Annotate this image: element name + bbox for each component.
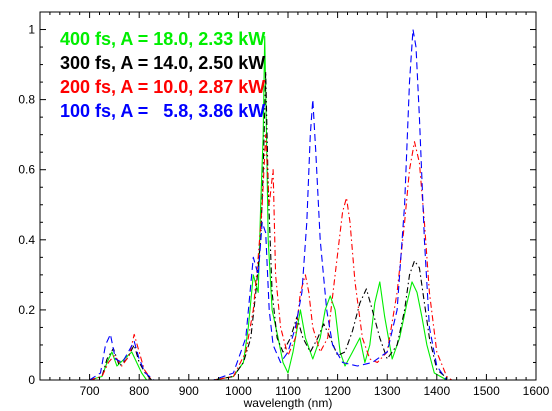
y-tick-label: 0.4 xyxy=(18,233,35,247)
x-tick-label: 1200 xyxy=(324,384,351,398)
x-tick-label: 1500 xyxy=(473,384,500,398)
y-tick-label: 0.6 xyxy=(18,163,35,177)
legend-entry-2: 300 fs, A = 14.0, 2.50 kW xyxy=(60,53,265,73)
y-tick-label: 0 xyxy=(28,373,35,387)
legend-entry-3: 200 fs, A = 10.0, 2.87 kW xyxy=(60,77,265,97)
y-tick-label: 0.2 xyxy=(18,303,35,317)
x-tick-label: 900 xyxy=(179,384,199,398)
x-tick-label: 1000 xyxy=(225,384,252,398)
series-line-4 xyxy=(89,28,448,381)
x-tick-label: 1100 xyxy=(275,384,301,398)
x-axis-label: wavelength (nm) xyxy=(243,396,333,410)
x-tick-label: 800 xyxy=(129,384,149,398)
series-line-2 xyxy=(89,71,450,381)
y-tick-label: 1 xyxy=(28,23,35,37)
x-tick-label: 1300 xyxy=(374,384,401,398)
plot-lines xyxy=(89,28,453,381)
axis-ticks: 700 800 900 1000 1100 1200 1300 1400 1500 1600 0 0.… xyxy=(18,11,550,398)
legend-entry-4: 100 fs, A = 5.8, 3.86 kW xyxy=(60,101,265,121)
x-tick-label: 1400 xyxy=(423,384,450,398)
legend: 400 fs, A = 18.0, 2.33 kW 300 fs, A = 14.… xyxy=(60,29,265,121)
series-line-1 xyxy=(89,35,447,381)
x-tick-label: 1600 xyxy=(523,384,550,398)
legend-entry-1: 400 fs, A = 18.0, 2.33 kW xyxy=(60,29,265,49)
x-tick-label: 700 xyxy=(80,384,100,398)
y-tick-label: 0.8 xyxy=(18,93,35,107)
